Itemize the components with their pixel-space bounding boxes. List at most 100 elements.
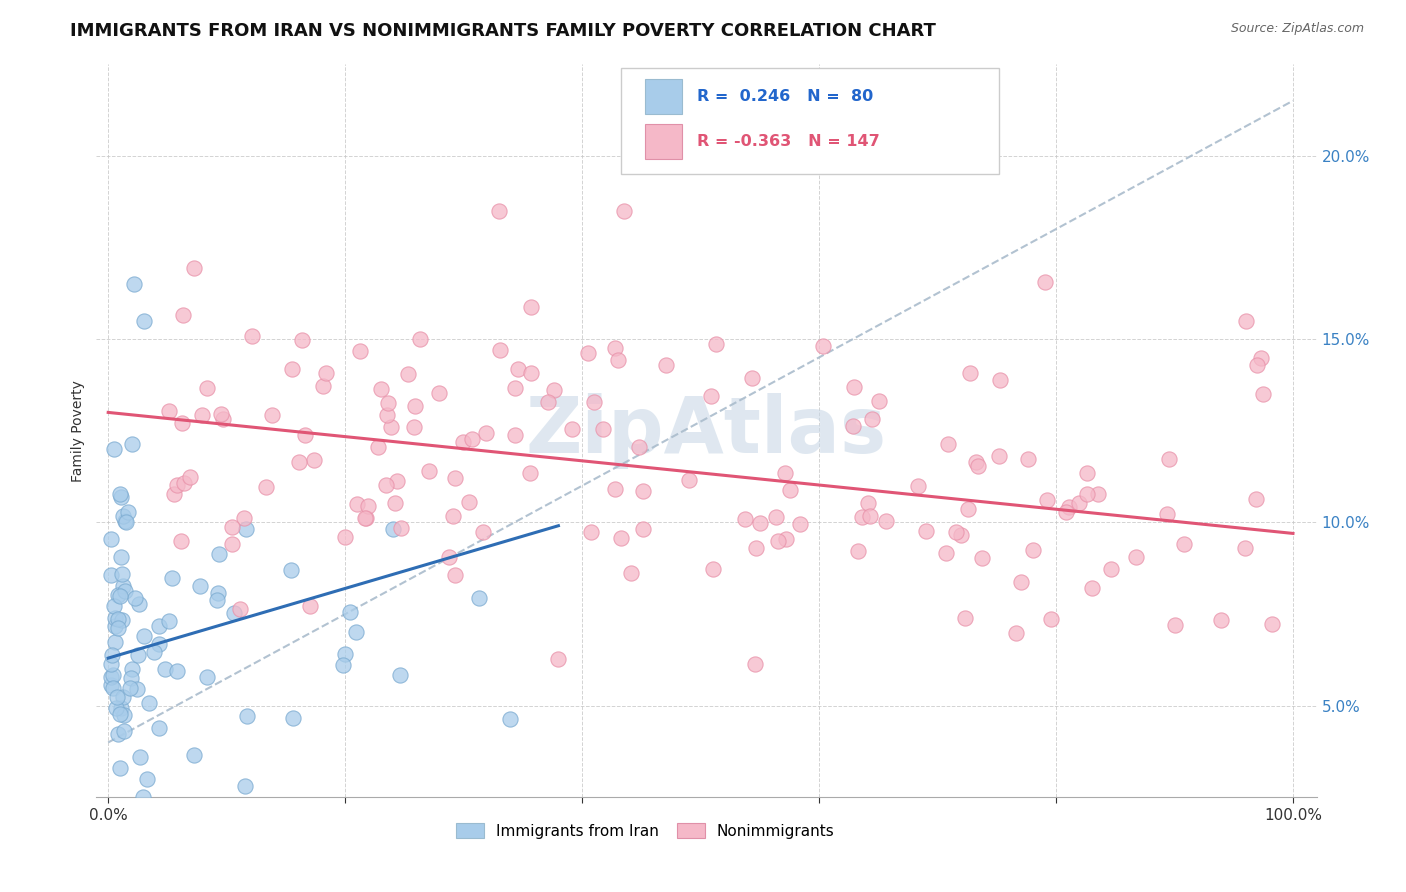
Point — [592, 422, 614, 436]
Point — [233, 779, 256, 793]
Point — [503, 381, 526, 395]
Point — [124, 591, 146, 606]
Point — [453, 434, 475, 449]
Point — [915, 524, 938, 538]
Point — [262, 408, 284, 422]
Point — [110, 550, 132, 565]
Point — [699, 389, 721, 403]
Point — [765, 510, 787, 524]
Point — [101, 681, 124, 695]
Point — [111, 613, 134, 627]
Point — [132, 629, 155, 643]
Point — [1010, 574, 1032, 589]
Point — [357, 500, 380, 514]
Point — [155, 662, 177, 676]
Point — [108, 590, 131, 604]
Text: R = -0.363   N = 147: R = -0.363 N = 147 — [697, 135, 880, 149]
Point — [869, 394, 891, 409]
Point — [127, 648, 149, 662]
Point — [460, 432, 482, 446]
Point — [875, 514, 897, 528]
Point — [100, 670, 122, 684]
Point — [789, 516, 811, 531]
Point — [1040, 612, 1063, 626]
Point — [848, 544, 870, 558]
Point — [945, 524, 967, 539]
Point — [281, 362, 304, 376]
Point — [606, 352, 628, 367]
Point — [354, 510, 377, 524]
Point — [1057, 500, 1080, 515]
Point — [1164, 618, 1187, 632]
Point — [1005, 626, 1028, 640]
Point — [1033, 275, 1056, 289]
Point — [104, 618, 127, 632]
Point — [103, 599, 125, 614]
Point — [375, 478, 398, 492]
Point — [678, 473, 700, 487]
Point — [498, 712, 520, 726]
Point — [543, 383, 565, 397]
Point — [856, 496, 879, 510]
Point — [970, 551, 993, 566]
Point — [108, 761, 131, 775]
Point — [111, 690, 134, 705]
Point — [380, 419, 402, 434]
Point — [107, 612, 129, 626]
Point — [844, 380, 866, 394]
Point — [105, 701, 128, 715]
Point — [377, 395, 399, 409]
Point — [427, 386, 450, 401]
Point — [207, 585, 229, 599]
Point — [1246, 358, 1268, 372]
Point — [132, 790, 155, 805]
Point — [631, 522, 654, 536]
Point — [1261, 617, 1284, 632]
FancyBboxPatch shape — [621, 68, 1000, 174]
Point — [291, 333, 314, 347]
Point — [1250, 351, 1272, 365]
Point — [335, 647, 357, 661]
Point — [537, 395, 560, 409]
Point — [1157, 452, 1180, 467]
Point — [745, 541, 768, 555]
Point — [169, 533, 191, 548]
Point — [209, 407, 232, 421]
Point — [129, 749, 152, 764]
Point — [191, 409, 214, 423]
Point — [108, 707, 131, 722]
Point — [1253, 387, 1275, 401]
Point — [382, 522, 405, 536]
Point — [188, 579, 211, 593]
Point — [136, 772, 159, 786]
Point — [418, 464, 440, 478]
Point — [1087, 487, 1109, 501]
Point — [503, 428, 526, 442]
Point — [311, 379, 333, 393]
Point — [583, 394, 606, 409]
Point — [332, 657, 354, 672]
Point — [779, 483, 801, 498]
Point — [333, 530, 356, 544]
Point — [224, 606, 246, 620]
Point — [112, 708, 135, 723]
Point — [966, 458, 988, 473]
Point — [988, 373, 1011, 387]
Point — [1069, 496, 1091, 510]
Point — [115, 515, 138, 529]
Point — [114, 515, 136, 529]
Point — [229, 602, 252, 616]
Point — [389, 668, 412, 682]
Point — [370, 382, 392, 396]
Point — [603, 341, 626, 355]
Point — [443, 568, 465, 582]
Point — [138, 696, 160, 710]
Point — [100, 568, 122, 582]
Point — [166, 664, 188, 678]
Point — [107, 727, 129, 741]
Point — [1246, 491, 1268, 506]
Text: ZipAtlas: ZipAtlas — [526, 392, 887, 469]
Point — [232, 510, 254, 524]
Point — [907, 479, 929, 493]
Point — [508, 362, 530, 376]
